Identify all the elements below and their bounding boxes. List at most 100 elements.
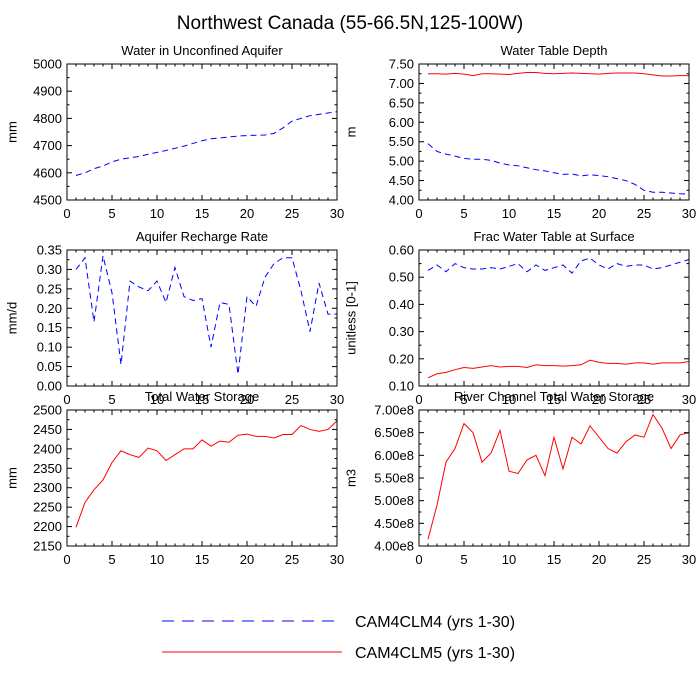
y-tick-label: 4600 [33, 165, 62, 180]
x-tick-label: 0 [63, 392, 70, 407]
y-tick-label: 2150 [33, 539, 62, 554]
x-tick-label: 15 [195, 552, 209, 567]
legend-label-cam4clm4: CAM4CLM4 (yrs 1-30) [355, 614, 515, 631]
y-tick-label: 4500 [33, 193, 62, 208]
y-tick-label: 6.00 [389, 115, 414, 130]
series-line-cam4clm4 [75, 255, 337, 375]
y-tick-label: 4800 [33, 111, 62, 126]
x-tick-label: 5 [108, 206, 115, 221]
legend: CAM4CLM4 (yrs 1-30) CAM4CLM5 (yrs 1-30) [162, 614, 515, 662]
y-tick-label: 0.00 [37, 379, 62, 394]
y-tick-label: 4700 [33, 138, 62, 153]
x-tick-label: 20 [592, 206, 606, 221]
series-line-cam4clm4 [75, 111, 338, 176]
x-tick-label: 25 [637, 552, 651, 567]
x-tick-label: 10 [150, 206, 164, 221]
x-tick-label: 10 [502, 392, 516, 407]
panel-title: Water in Unconfined Aquifer [121, 43, 283, 58]
series-line-cam4clm5 [428, 72, 689, 77]
panel-title: Frac Water Table at Surface [473, 229, 634, 244]
x-tick-label: 0 [415, 552, 422, 567]
plot-frame [66, 249, 338, 387]
y-tick-label: 0.25 [37, 281, 62, 296]
x-tick-label: 30 [330, 552, 344, 567]
panel-title: Water Table Depth [501, 43, 608, 58]
x-tick-label: 25 [285, 206, 299, 221]
x-tick-label: 10 [150, 552, 164, 567]
x-tick-label: 15 [195, 206, 209, 221]
x-tick-label: 25 [637, 206, 651, 221]
y-tick-label: 4.50 [389, 173, 414, 188]
x-tick-label: 15 [195, 392, 209, 407]
panel-1: Water in Unconfined Aquifer 0 5 10 15 20 25 30 4… [4, 43, 344, 221]
y-tick-label: 5.50e8 [374, 471, 414, 486]
y-tick-label: 2250 [33, 500, 62, 515]
x-tick-label: 10 [502, 552, 516, 567]
x-tick-label: 25 [637, 392, 651, 407]
x-tick-label: 30 [682, 392, 696, 407]
plot-frame [418, 409, 690, 547]
x-tick-label: 0 [63, 206, 70, 221]
y-tick-label: 5.00 [389, 154, 414, 169]
x-tick-label: 20 [592, 392, 606, 407]
series-line-cam4clm5 [427, 413, 690, 540]
y-axis-label: unitless [0-1] [343, 281, 358, 355]
x-tick-label: 20 [240, 552, 254, 567]
y-tick-label: 0.10 [37, 340, 62, 355]
x-tick-label: 5 [460, 552, 467, 567]
x-tick-label: 5 [108, 392, 115, 407]
y-axis-label: m [343, 127, 358, 138]
y-tick-label: 7.00 [389, 76, 414, 91]
y-tick-label: 0.20 [389, 351, 414, 366]
legend-label-cam4clm5: CAM4CLM5 (yrs 1-30) [355, 645, 515, 662]
panel-5: Total Water Storage 0 5 10 15 20 25 30 2150 2200 2… [4, 389, 344, 567]
y-tick-label: 5.50 [389, 134, 414, 149]
y-tick-label: 4.00 [389, 193, 414, 208]
y-tick-label: 2300 [33, 480, 62, 495]
y-tick-label: 7.00e8 [374, 403, 414, 418]
x-tick-label: 25 [285, 392, 299, 407]
y-tick-label: 0.20 [37, 301, 62, 316]
x-tick-label: 0 [415, 206, 422, 221]
y-axis-label: mm [4, 121, 19, 143]
y-axis-label: mm/d [4, 302, 19, 335]
y-tick-label: 0.30 [37, 262, 62, 277]
y-tick-label: 2500 [33, 403, 62, 418]
y-axis-label: mm [4, 467, 19, 489]
plot-frame [418, 63, 690, 201]
x-tick-label: 20 [240, 206, 254, 221]
y-tick-label: 0.35 [37, 243, 62, 258]
x-tick-label: 5 [460, 206, 467, 221]
y-tick-label: 4.00e8 [374, 539, 414, 554]
x-tick-label: 30 [330, 392, 344, 407]
y-axis-label: m3 [343, 469, 358, 487]
plot-frame [66, 63, 338, 201]
y-tick-label: 0.30 [389, 324, 414, 339]
y-tick-label: 2400 [33, 441, 62, 456]
y-tick-label: 0.10 [389, 379, 414, 394]
x-tick-label: 20 [592, 552, 606, 567]
y-tick-label: 0.15 [37, 320, 62, 335]
y-tick-label: 0.60 [389, 243, 414, 258]
x-tick-label: 15 [547, 392, 561, 407]
y-tick-label: 5000 [33, 57, 62, 72]
y-tick-label: 6.50 [389, 95, 414, 110]
y-tick-label: 4.50e8 [374, 516, 414, 531]
x-tick-label: 30 [682, 206, 696, 221]
panel-6: River Channel Total Water Storage 0 5 10 15 2… [343, 389, 696, 567]
y-tick-label: 0.05 [37, 359, 62, 374]
y-tick-label: 0.40 [389, 297, 414, 312]
series-line-cam4clm5 [75, 420, 338, 528]
y-tick-label: 7.50 [389, 57, 414, 72]
x-tick-label: 25 [285, 552, 299, 567]
x-tick-label: 15 [547, 206, 561, 221]
y-tick-label: 2350 [33, 461, 62, 476]
x-tick-label: 15 [547, 552, 561, 567]
panel-title: River Channel Total Water Storage [454, 389, 654, 404]
panel-2: Water Table Depth 0 5 10 15 20 25 30 4.00 4.50 5.0… [343, 43, 696, 221]
x-tick-label: 0 [415, 392, 422, 407]
figure-title: Northwest Canada (55-66.5N,125-100W) [177, 13, 523, 34]
y-tick-label: 2200 [33, 519, 62, 534]
x-tick-label: 5 [460, 392, 467, 407]
